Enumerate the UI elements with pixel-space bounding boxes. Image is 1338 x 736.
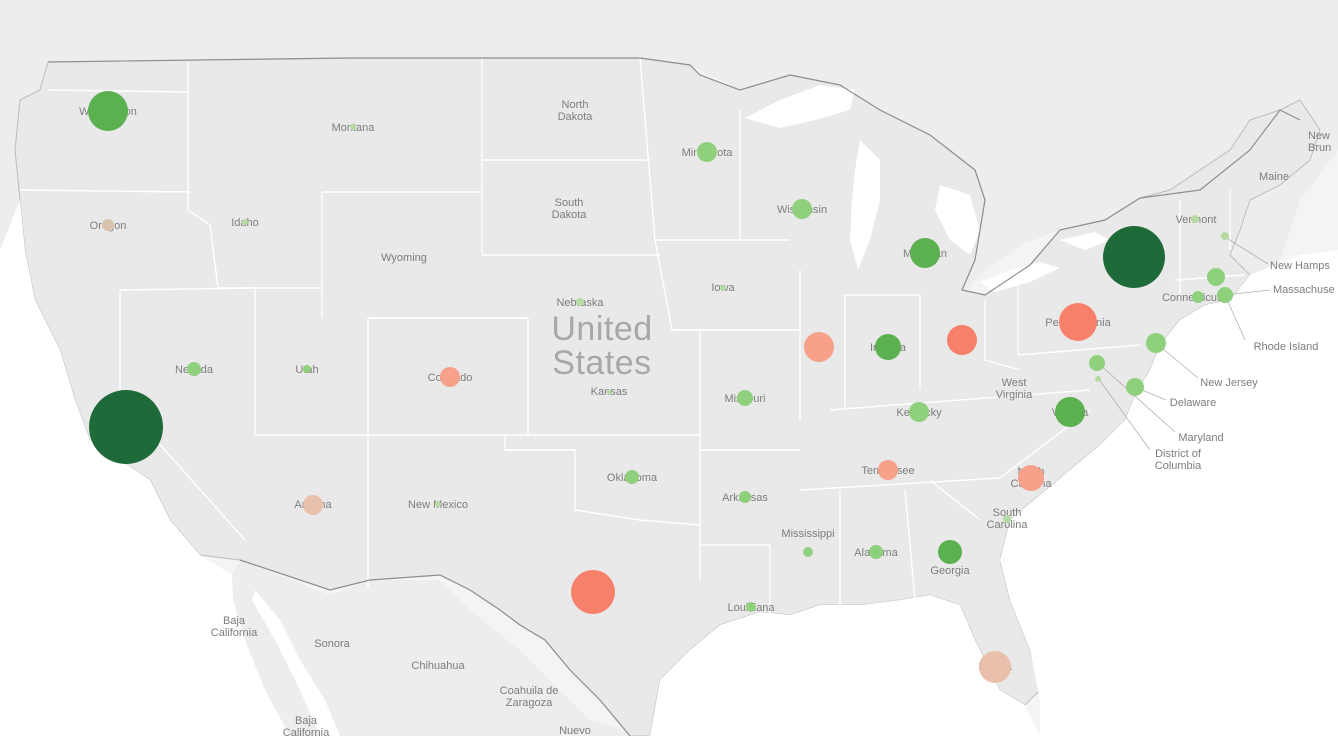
marker-new-mexico[interactable] (435, 501, 441, 507)
marker-arkansas[interactable] (739, 491, 751, 503)
marker-mississippi[interactable] (803, 547, 813, 557)
marker-texas[interactable] (571, 570, 615, 614)
marker-oklahoma[interactable] (625, 470, 639, 484)
marker-nebraska[interactable] (576, 298, 584, 306)
marker-kentucky[interactable] (909, 402, 929, 422)
marker-kansas[interactable] (606, 389, 612, 395)
marker-delaware[interactable] (1126, 378, 1144, 396)
marker-minnesota[interactable] (697, 142, 717, 162)
marker-idaho[interactable] (242, 219, 248, 225)
marker-michigan[interactable] (910, 238, 940, 268)
marker-montana[interactable] (350, 124, 356, 130)
marker-new-hampshire[interactable] (1221, 232, 1229, 240)
marker-pennsylvania[interactable] (1059, 303, 1097, 341)
marker-connecticut[interactable] (1192, 291, 1204, 303)
marker-alabama[interactable] (869, 545, 883, 559)
marker-north-carolina[interactable] (1018, 465, 1044, 491)
marker-washington[interactable] (88, 91, 128, 131)
marker-louisiana[interactable] (746, 602, 756, 612)
marker-indiana[interactable] (875, 334, 901, 360)
marker-tennessee[interactable] (878, 460, 898, 480)
marker-district-of-columbia[interactable] (1095, 376, 1101, 382)
marker-new-york[interactable] (1103, 226, 1165, 288)
marker-virginia[interactable] (1055, 397, 1085, 427)
marker-california[interactable] (89, 390, 163, 464)
marker-rhode-island[interactable] (1217, 287, 1233, 303)
marker-vermont[interactable] (1191, 215, 1199, 223)
marker-maryland[interactable] (1089, 355, 1105, 371)
marker-missouri[interactable] (737, 390, 753, 406)
marker-florida[interactable] (979, 651, 1011, 683)
marker-nevada[interactable] (187, 362, 201, 376)
marker-utah[interactable] (303, 365, 311, 373)
marker-georgia[interactable] (938, 540, 962, 564)
marker-iowa[interactable] (720, 285, 726, 291)
marker-colorado[interactable] (440, 367, 460, 387)
marker-wisconsin[interactable] (792, 199, 812, 219)
marker-south-carolina[interactable] (1003, 515, 1011, 523)
marker-new-jersey[interactable] (1146, 333, 1166, 353)
marker-ohio[interactable] (947, 325, 977, 355)
marker-massachusetts[interactable] (1207, 268, 1225, 286)
marker-illinois[interactable] (804, 332, 834, 362)
marker-oregon[interactable] (102, 219, 114, 231)
marker-arizona[interactable] (303, 495, 323, 515)
